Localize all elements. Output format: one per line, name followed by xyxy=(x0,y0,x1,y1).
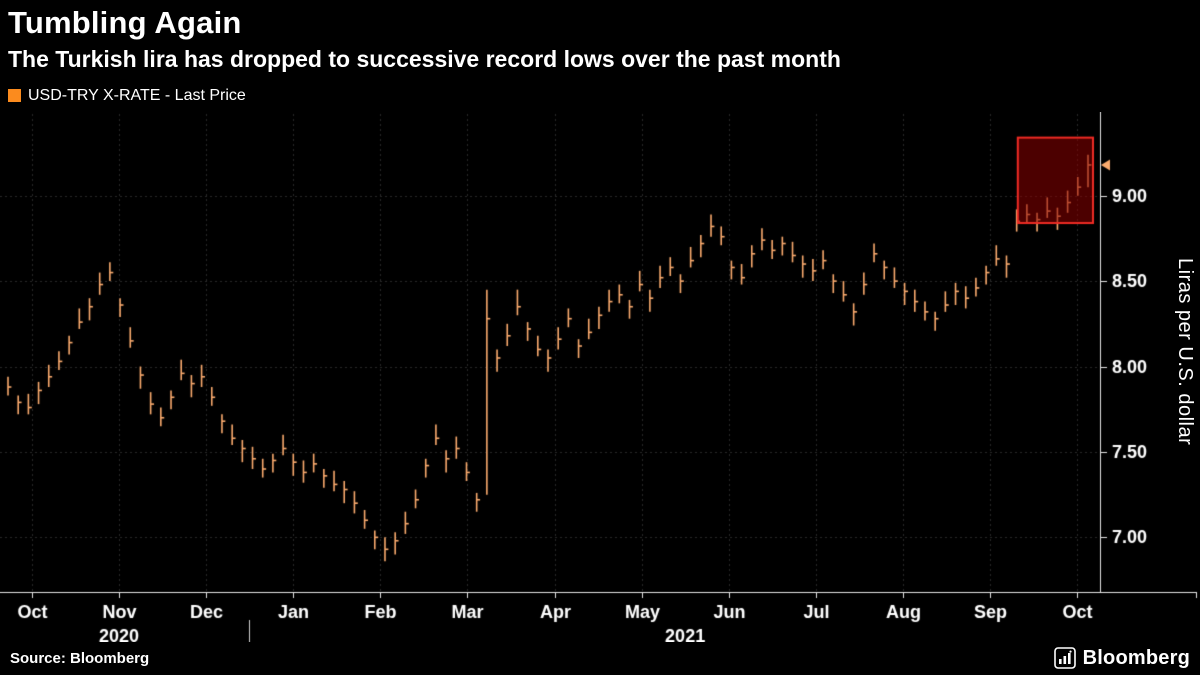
legend: USD-TRY X-RATE - Last Price xyxy=(8,87,1192,105)
chart-canvas xyxy=(0,112,1200,642)
chart-footer: Source: Bloomberg Bloomberg xyxy=(0,641,1200,675)
page-title: Tumbling Again xyxy=(8,5,242,40)
price-chart: Liras per U.S. dollar xyxy=(0,112,1200,642)
y-axis-title: Liras per U.S. dollar xyxy=(1174,258,1196,446)
legend-swatch-icon xyxy=(8,89,21,103)
chart-header: Tumbling Again The Turkish lira has drop… xyxy=(8,5,1192,105)
source-note: Source: Bloomberg xyxy=(10,649,150,667)
legend-label: USD-TRY X-RATE - Last Price xyxy=(28,86,246,104)
bloomberg-logo-text: Bloomberg xyxy=(1082,646,1190,669)
bloomberg-logo-icon xyxy=(1053,647,1076,669)
bloomberg-logo: Bloomberg xyxy=(1053,646,1190,670)
chart-subtitle: The Turkish lira has dropped to successi… xyxy=(8,46,841,73)
